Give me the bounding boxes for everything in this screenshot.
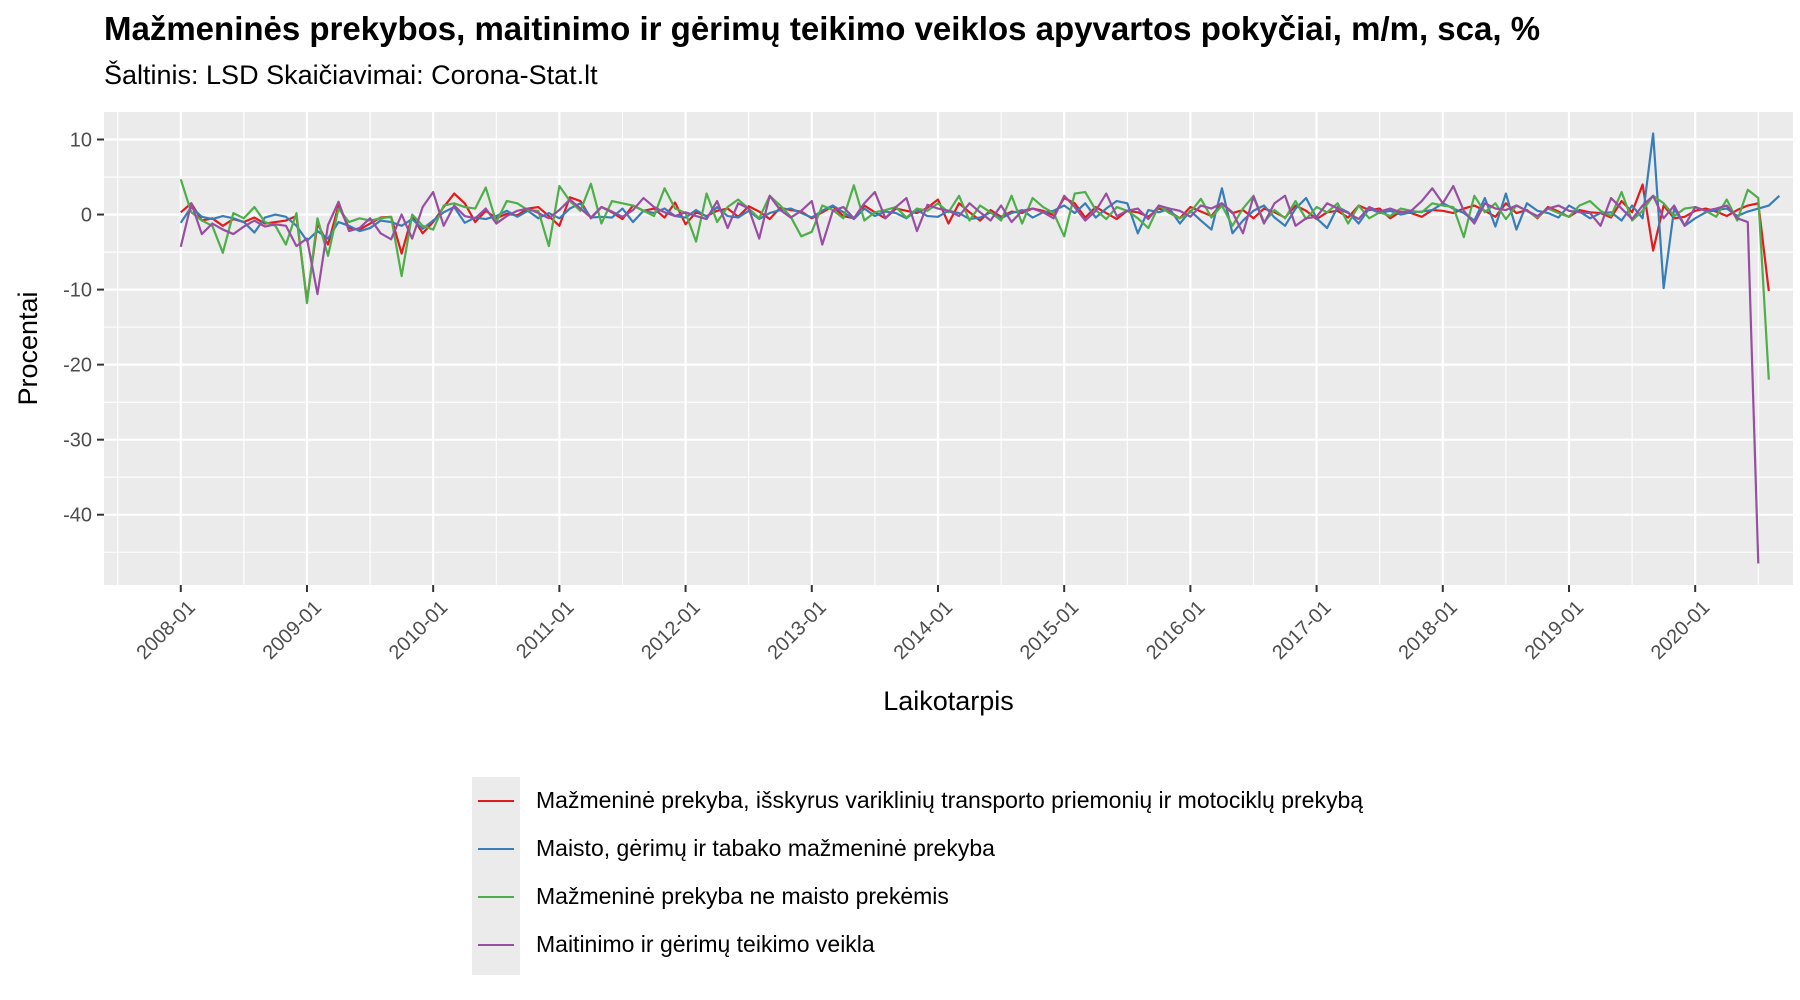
- legend-label: Mažmeninė prekyba, išskyrus variklinių t…: [536, 787, 1364, 813]
- x-axis: 2008-01 2009-01 2010-01 2011-01 2012-01 2013-…: [132, 585, 1714, 664]
- x-tick-label: 2010-01: [385, 597, 452, 664]
- legend-key-background: [472, 777, 520, 975]
- y-tick-label: -40: [63, 505, 92, 527]
- legend-key-green: [478, 896, 514, 898]
- x-tick-label: 2013-01: [763, 597, 830, 664]
- y-axis-title: Procentai: [13, 291, 43, 405]
- legend-item: Maitinimo ir gėrimų teikimo veikla: [472, 921, 1472, 969]
- x-tick-label: 2020-01: [1647, 597, 1714, 664]
- legend-label: Maitinimo ir gėrimų teikimo veikla: [536, 931, 875, 957]
- x-tick-label: 2014-01: [890, 597, 957, 664]
- minor-gridlines: [104, 112, 1793, 585]
- x-tick-label: 2017-01: [1268, 597, 1335, 664]
- y-axis: -40 -30 -20 -10 0 10: [63, 130, 104, 527]
- x-tick-label: 2019-01: [1521, 597, 1588, 664]
- major-gridlines: [104, 112, 1793, 585]
- series-line-2: [179, 132, 1781, 290]
- x-tick-label: 2015-01: [1016, 597, 1083, 664]
- series-lines: [179, 132, 1781, 564]
- y-tick-label: 10: [70, 130, 92, 152]
- legend-item: Mažmeninė prekyba ne maisto prekėmis: [472, 873, 1472, 921]
- x-tick-label: 2008-01: [132, 597, 199, 664]
- legend-key-purple: [478, 944, 514, 946]
- plot-panel: [104, 112, 1793, 585]
- series-line-4: [179, 184, 1760, 564]
- series-line-3: [179, 178, 1770, 380]
- chart-title: Mažmeninės prekybos, maitinimo ir gėrimų…: [104, 10, 1541, 47]
- x-tick-label: 2012-01: [637, 597, 704, 664]
- legend-label: Mažmeninė prekyba ne maisto prekėmis: [536, 883, 949, 909]
- x-tick-label: 2009-01: [259, 597, 326, 664]
- legend-item: Maisto, gėrimų ir tabako mažmeninė preky…: [472, 825, 1472, 873]
- x-tick-label: 2016-01: [1142, 597, 1209, 664]
- x-axis-title: Laikotarpis: [883, 686, 1014, 716]
- legend-label: Maisto, gėrimų ir tabako mažmeninė preky…: [536, 835, 995, 861]
- y-tick-label: 0: [81, 205, 92, 227]
- y-tick-label: -10: [63, 280, 92, 302]
- y-tick-label: -20: [63, 355, 92, 377]
- x-tick-label: 2011-01: [512, 597, 578, 663]
- legend-item: Mažmeninė prekyba, išskyrus variklinių t…: [472, 777, 1472, 825]
- legend-key-blue: [478, 848, 514, 850]
- y-tick-label: -30: [63, 430, 92, 452]
- x-tick-label: 2018-01: [1394, 597, 1461, 664]
- chart-subtitle: Šaltinis: LSD Skaičiavimai: Corona-Stat.…: [104, 60, 598, 90]
- legend-key-red: [478, 800, 514, 802]
